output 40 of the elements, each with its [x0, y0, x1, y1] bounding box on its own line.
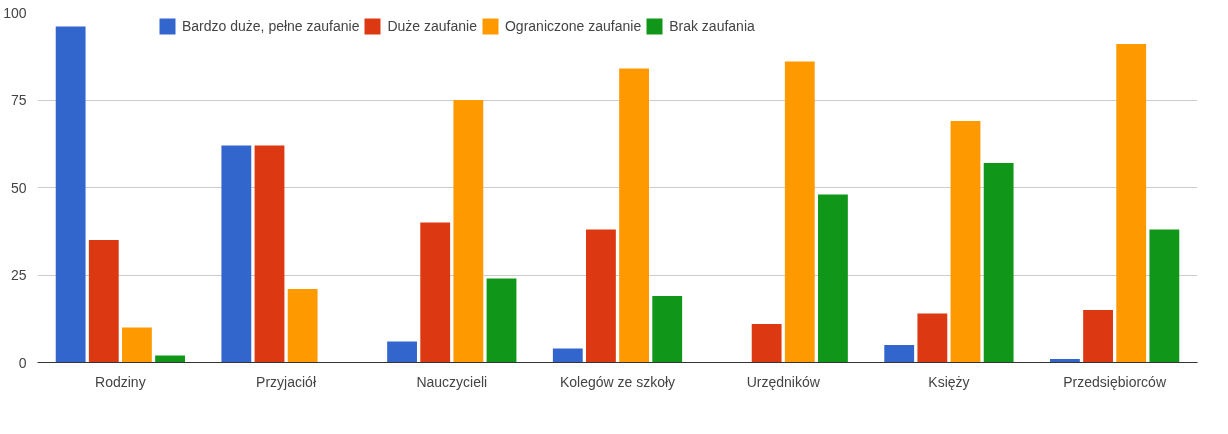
bar	[950, 121, 981, 363]
bar	[818, 194, 848, 363]
bar	[122, 327, 152, 363]
bar	[619, 68, 649, 363]
bar	[652, 296, 683, 363]
bar	[1149, 229, 1180, 363]
bar	[486, 278, 517, 363]
y-tick-label: 50	[10, 179, 27, 196]
bar	[221, 145, 252, 363]
y-tick-label: 100	[3, 4, 27, 21]
x-tick-label: Nauczycieli	[416, 373, 488, 390]
bar	[387, 341, 417, 363]
bar	[784, 61, 815, 363]
bar	[917, 313, 948, 363]
bar	[884, 345, 915, 363]
bar	[1116, 44, 1147, 363]
x-tick-label: Rodziny	[95, 373, 146, 390]
x-tick-label: Urzędników	[746, 373, 821, 390]
bar	[552, 348, 583, 363]
legend-label: Duże zaufanie	[387, 18, 477, 34]
legend-label: Brak zaufania	[669, 18, 755, 34]
x-tick-label: Przedsiębiorców	[1063, 373, 1167, 390]
legend-label: Bardzo duże, pełne zaufanie	[182, 18, 360, 34]
bar	[254, 145, 285, 363]
legend-label: Ograniczone zaufanie	[504, 18, 642, 34]
bar	[420, 222, 451, 363]
bar	[1083, 310, 1113, 363]
x-tick-label: Kolegów ze szkoły	[559, 373, 676, 390]
x-tick-label: Przyjaciół	[256, 373, 317, 390]
bar	[983, 163, 1014, 363]
y-tick-label: 75	[10, 92, 27, 108]
y-tick-label: 25	[10, 267, 27, 283]
y-tick-label: 0	[18, 354, 27, 371]
bar	[586, 229, 616, 363]
bar	[55, 26, 86, 363]
bar	[751, 324, 782, 363]
bar	[453, 100, 484, 363]
x-tick-label: Księży	[928, 373, 970, 390]
bar	[287, 289, 318, 363]
bar	[88, 240, 119, 363]
